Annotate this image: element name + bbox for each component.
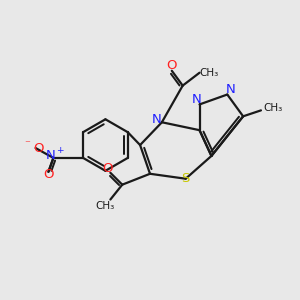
Text: O: O xyxy=(102,162,112,175)
Text: O: O xyxy=(167,59,177,72)
Text: CH₃: CH₃ xyxy=(200,68,219,78)
Text: S: S xyxy=(182,172,190,185)
Text: N: N xyxy=(152,113,162,126)
Text: CH₃: CH₃ xyxy=(96,202,115,212)
Text: ⁻: ⁻ xyxy=(25,139,31,149)
Text: CH₃: CH₃ xyxy=(263,103,283,113)
Text: O: O xyxy=(33,142,44,154)
Text: O: O xyxy=(43,168,54,181)
Text: +: + xyxy=(56,146,63,155)
Text: N: N xyxy=(192,93,201,106)
Text: N: N xyxy=(46,149,55,162)
Text: N: N xyxy=(225,83,235,96)
